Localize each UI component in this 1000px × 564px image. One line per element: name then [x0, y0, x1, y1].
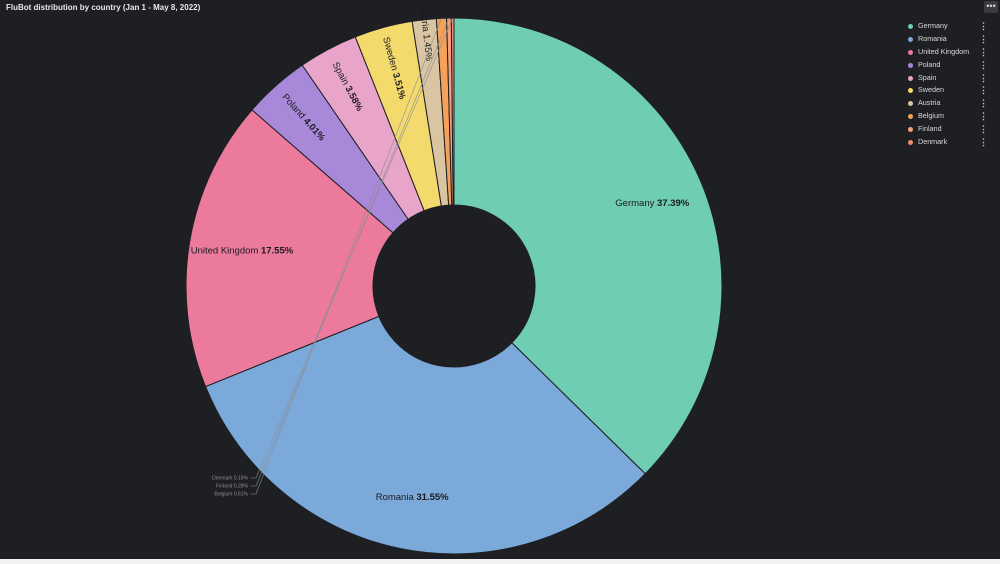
legend-item-poland[interactable]: Poland ⋮	[905, 59, 995, 72]
legend-swatch	[908, 36, 913, 42]
slices-group	[185, 17, 723, 555]
panel-bottom-border	[0, 559, 1000, 564]
legend-swatch	[908, 75, 913, 81]
legend-label: Germany	[918, 21, 948, 30]
more-vertical-icon[interactable]: ⋮	[979, 111, 988, 122]
slice-label-denmark: Denmark 0.16%	[212, 475, 248, 481]
legend-label: Poland	[918, 59, 941, 69]
legend-label: Finland	[918, 124, 942, 134]
legend-item-germany[interactable]: Germany ⋮	[905, 20, 995, 33]
legend-label: Romania	[918, 33, 947, 43]
legend-label: United Kingdom	[918, 46, 970, 56]
legend-item-denmark[interactable]: Denmark ⋮	[905, 136, 995, 149]
chart-legend: Germany ⋮ Romania ⋮ United Kingdom ⋮ Poland ⋮ Sp…	[905, 20, 995, 149]
legend-label: Spain	[918, 72, 937, 82]
legend-item-belgium[interactable]: Belgium ⋮	[905, 110, 995, 123]
legend-swatch	[908, 101, 913, 107]
legend-swatch	[908, 62, 913, 68]
legend-label: Austria	[918, 98, 941, 108]
slice-germany[interactable]	[453, 17, 723, 475]
legend-label: Sweden	[918, 85, 944, 95]
more-vertical-icon[interactable]: ⋮	[979, 98, 988, 109]
legend-item-sweden[interactable]: Sweden ⋮	[905, 84, 995, 97]
legend-swatch	[908, 49, 913, 55]
legend-item-austria[interactable]: Austria ⋮	[905, 97, 995, 110]
slice-label-belgium: Belgium 0.61%	[214, 491, 248, 497]
more-vertical-icon[interactable]: ⋮	[979, 124, 988, 135]
legend-label: Denmark	[918, 137, 948, 147]
slice-label-united-kingdom: United Kingdom 17.55%	[191, 245, 294, 256]
legend-item-finland[interactable]: Finland ⋮	[905, 123, 995, 136]
more-vertical-icon[interactable]: ⋮	[979, 21, 988, 31]
panel-title: FluBot distribution by country (Jan 1 - …	[6, 3, 201, 12]
legend-label: Belgium	[918, 111, 944, 121]
leader-line-denmark	[250, 17, 453, 479]
legend-swatch	[908, 24, 913, 29]
legend-item-spain[interactable]: Spain ⋮	[905, 72, 995, 85]
more-vertical-icon[interactable]: ⋮	[979, 72, 988, 83]
legend-swatch	[908, 88, 913, 94]
legend-swatch	[908, 140, 913, 146]
slice-label-romania: Romania 31.55%	[376, 491, 449, 502]
slice-label-germany: Germany 37.39%	[615, 197, 689, 208]
slice-united-kingdom[interactable]	[185, 109, 394, 388]
slice-romania[interactable]	[204, 315, 646, 555]
legend-item-romania[interactable]: Romania ⋮	[905, 33, 995, 46]
more-vertical-icon[interactable]: ⋮	[979, 137, 988, 148]
slice-label-finland: Finland 0.28%	[216, 483, 249, 489]
legend-item-united-kingdom[interactable]: United Kingdom ⋮	[905, 46, 995, 59]
slice-denmark[interactable]	[450, 17, 455, 206]
leader-line-finland	[250, 17, 450, 487]
more-vertical-icon[interactable]: ⋮	[979, 46, 988, 57]
legend-swatch	[908, 127, 913, 133]
more-vertical-icon[interactable]: ⋮	[979, 33, 988, 44]
more-vertical-icon[interactable]: ⋮	[979, 59, 988, 70]
leader-line-belgium	[250, 18, 442, 495]
more-vertical-icon[interactable]: ⋮	[979, 85, 988, 96]
more-horizontal-icon[interactable]: •••	[984, 1, 998, 13]
legend-swatch	[908, 114, 913, 120]
